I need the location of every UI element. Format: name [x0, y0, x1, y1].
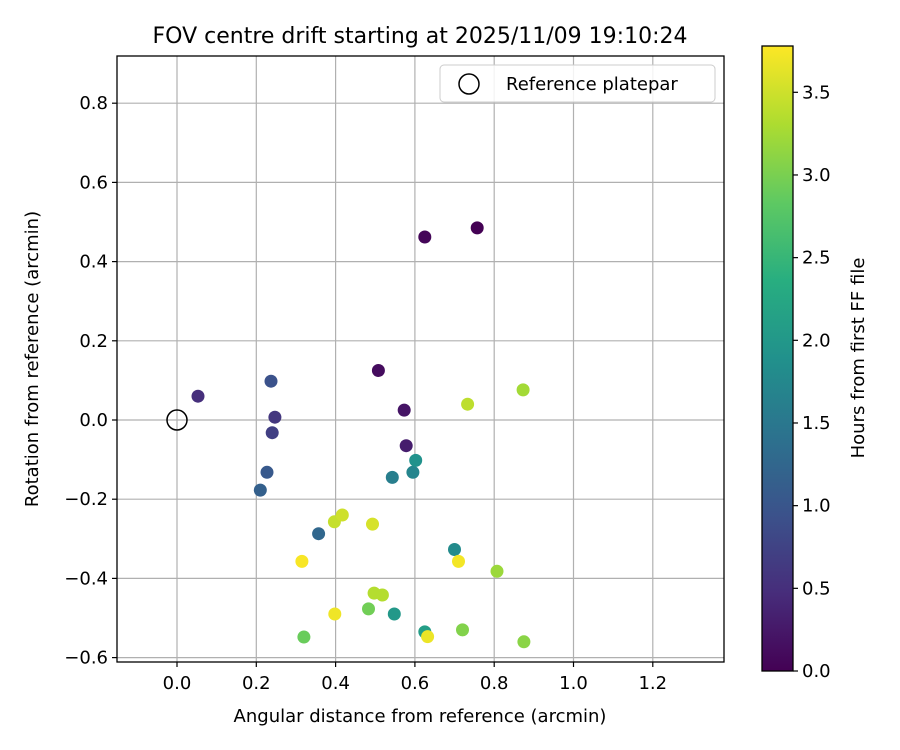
x-tick-label: 0.4 — [321, 673, 350, 694]
colorbar-tick-label: 3.0 — [802, 165, 831, 186]
reference-marker-group — [166, 409, 188, 431]
data-point — [375, 588, 389, 602]
data-point — [268, 410, 282, 424]
y-axis-ticks: −0.6 −0.4 −0.2 0.0 0.2 0.4 0.6 0.8 — [64, 93, 117, 669]
y-tick-label: 0.4 — [79, 252, 108, 273]
colorbar-label: Hours from first FF file — [848, 258, 869, 459]
x-tick-label: 1.2 — [638, 673, 667, 694]
chart-title: FOV centre drift starting at 2025/11/09 … — [153, 24, 688, 49]
x-tick-label: 0.8 — [480, 673, 509, 694]
y-tick-label: 0.8 — [79, 93, 108, 114]
data-point — [264, 374, 278, 388]
data-point — [461, 397, 475, 411]
data-point — [265, 426, 279, 440]
legend: Reference platepar — [439, 64, 716, 103]
data-point — [295, 554, 309, 568]
x-tick-label: 0.2 — [242, 673, 271, 694]
data-point — [448, 543, 461, 556]
x-tick-label: 0.0 — [163, 673, 192, 694]
data-point — [387, 607, 401, 621]
data-point — [421, 630, 435, 644]
data-point — [470, 221, 484, 235]
data-point — [452, 554, 465, 568]
y-tick-label: −0.6 — [64, 648, 108, 669]
data-point — [335, 508, 349, 522]
colorbar-tick-label: 0.5 — [802, 578, 831, 599]
y-axis-label: Rotation from reference (arcmin) — [22, 211, 43, 507]
data-point — [191, 389, 205, 403]
data-point — [490, 564, 504, 578]
y-tick-label: 0.6 — [79, 172, 108, 193]
reference-marker — [166, 409, 188, 431]
data-point — [366, 517, 379, 531]
data-point — [385, 470, 399, 484]
data-point — [397, 403, 411, 417]
data-point — [418, 230, 432, 244]
x-tick-label: 1.0 — [559, 673, 588, 694]
legend-label: Reference platepar — [506, 74, 678, 95]
data-points — [191, 221, 531, 649]
plot-frame — [116, 55, 725, 663]
data-point — [516, 383, 530, 397]
data-point — [517, 635, 531, 649]
x-axis-label: Angular distance from reference (arcmin) — [234, 706, 607, 727]
legend-box — [439, 64, 716, 103]
y-tick-label: 0.0 — [79, 410, 108, 431]
colorbar-tick-label: 2.0 — [802, 330, 831, 351]
colorbar-tick-label: 2.5 — [802, 248, 831, 269]
data-point — [399, 439, 413, 453]
colorbar-tick-label: 0.0 — [802, 661, 831, 682]
data-point — [371, 364, 385, 377]
y-tick-label: −0.4 — [64, 568, 108, 589]
data-point — [409, 453, 423, 467]
colorbar — [761, 45, 794, 672]
data-point — [456, 623, 469, 637]
data-point — [260, 465, 274, 479]
data-point — [406, 465, 420, 479]
x-axis-ticks: 0.0 0.2 0.4 0.6 0.8 1.0 1.2 — [163, 662, 667, 694]
data-point — [297, 630, 311, 644]
data-point — [312, 527, 326, 541]
y-tick-label: −0.2 — [64, 489, 108, 510]
colorbar-tick-label: 3.5 — [802, 82, 831, 103]
data-point — [328, 607, 342, 621]
colorbar-tick-label: 1.5 — [802, 413, 831, 434]
legend-reference-marker — [458, 73, 480, 95]
y-tick-label: 0.2 — [79, 331, 108, 352]
colorbar-tick-label: 1.0 — [802, 496, 831, 517]
data-point — [253, 483, 267, 497]
x-tick-label: 0.6 — [401, 673, 430, 694]
data-point — [362, 602, 375, 616]
grid — [117, 56, 724, 662]
colorbar-ticks: 0.0 0.5 1.0 1.5 2.0 2.5 3.0 3.5 — [793, 82, 831, 682]
